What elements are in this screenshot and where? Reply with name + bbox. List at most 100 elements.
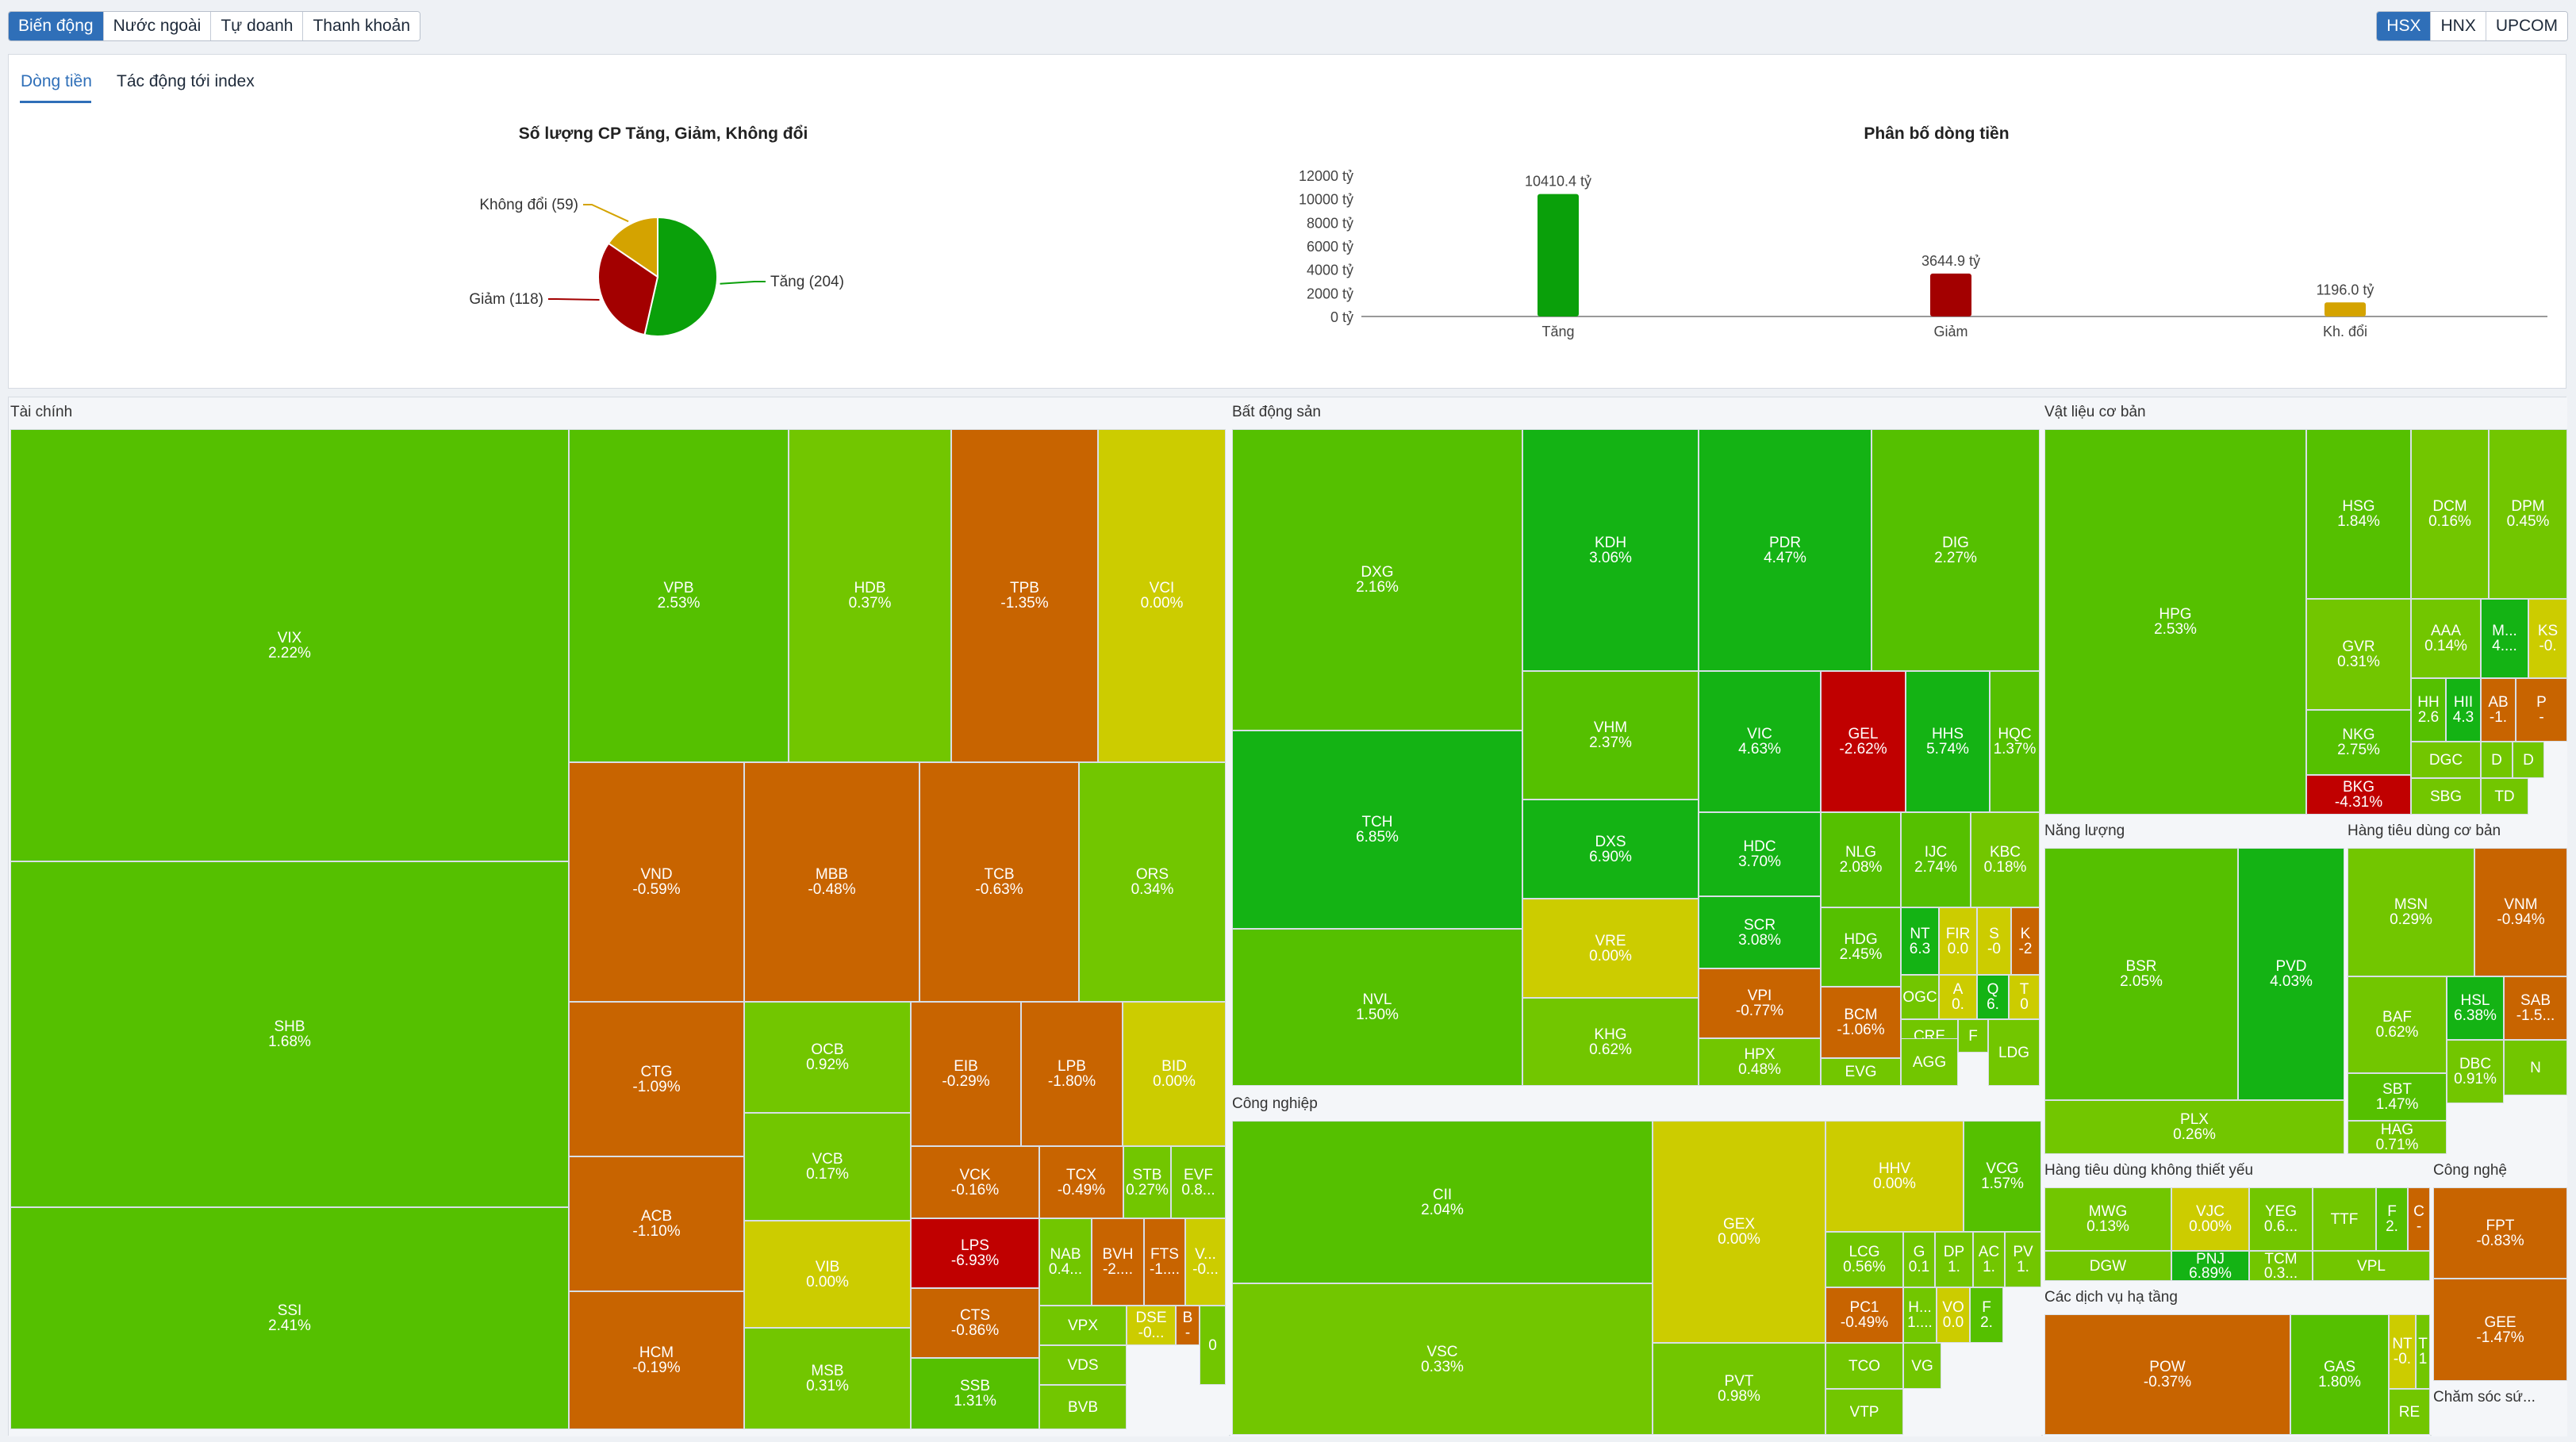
stock-tile[interactable]: VPX bbox=[1039, 1306, 1127, 1345]
stock-tile[interactable]: TCH 6.85% bbox=[1232, 731, 1522, 929]
stock-tile[interactable]: K -2 bbox=[2011, 907, 2040, 975]
stock-tile[interactable]: GEE -1.47% bbox=[2433, 1279, 2567, 1381]
stock-tile[interactable]: NT 6.3 bbox=[1901, 907, 1939, 975]
stock-tile[interactable]: HQC 1.37% bbox=[1990, 671, 2040, 812]
stock-tile[interactable]: HPG 2.53% bbox=[2044, 429, 2306, 815]
exchange-tab-upcom[interactable]: UPCOM bbox=[2486, 12, 2567, 40]
exchange-tab-hnx[interactable]: HNX bbox=[2431, 12, 2486, 40]
stock-tile[interactable]: GAS 1.80% bbox=[2290, 1314, 2389, 1435]
stock-tile[interactable]: MSN 0.29% bbox=[2348, 848, 2474, 976]
stock-tile[interactable]: VO 0.0 bbox=[1937, 1287, 1970, 1343]
stock-tile[interactable]: TCO bbox=[1825, 1343, 1903, 1389]
stock-tile[interactable]: BAF 0.62% bbox=[2348, 976, 2447, 1073]
stock-tile[interactable]: P- bbox=[2516, 678, 2567, 742]
stock-tile[interactable]: VSC 0.33% bbox=[1232, 1283, 1653, 1435]
stock-tile[interactable]: OCB 0.92% bbox=[744, 1002, 911, 1113]
stock-tile[interactable]: VCK -0.16% bbox=[911, 1146, 1039, 1218]
stock-tile[interactable]: 0 bbox=[1200, 1306, 1226, 1385]
tab-tac-dong-index[interactable]: Tác động tới index bbox=[117, 72, 255, 90]
stock-tile[interactable]: AB -1. bbox=[2481, 678, 2516, 742]
stock-tile[interactable]: CII 2.04% bbox=[1232, 1121, 1653, 1283]
stock-tile[interactable]: DGW bbox=[2044, 1251, 2171, 1281]
stock-tile[interactable]: HDC 3.70% bbox=[1699, 812, 1821, 896]
stock-tile[interactable]: BVB bbox=[1039, 1385, 1127, 1429]
stock-tile[interactable]: FTS -1.... bbox=[1144, 1218, 1185, 1306]
exchange-tab-hsx[interactable]: HSX bbox=[2377, 12, 2432, 40]
stock-tile[interactable]: HPX 0.48% bbox=[1699, 1038, 1821, 1086]
stock-tile[interactable]: HDG 2.45% bbox=[1821, 907, 1901, 987]
stock-tile[interactable]: TCB -0.63% bbox=[919, 762, 1079, 1002]
stock-tile[interactable]: BVH -2.... bbox=[1092, 1218, 1144, 1306]
stock-tile[interactable]: KS -0. bbox=[2528, 599, 2567, 678]
stock-tile[interactable]: BKG -4.31% bbox=[2306, 775, 2411, 815]
stock-tile[interactable]: FPT -0.83% bbox=[2433, 1187, 2567, 1279]
tab-bi-n-ng[interactable]: Biến động bbox=[9, 12, 104, 40]
stock-tile[interactable]: VPL bbox=[2313, 1251, 2430, 1281]
stock-tile[interactable]: ORS 0.34% bbox=[1079, 762, 1226, 1002]
stock-tile[interactable]: PDR 4.47% bbox=[1699, 429, 1872, 671]
stock-tile[interactable]: A 0. bbox=[1939, 975, 1977, 1019]
stock-tile[interactable]: Q 6. bbox=[1977, 975, 2009, 1019]
tab-thanh-kho-n[interactable]: Thanh khoản bbox=[303, 12, 420, 40]
stock-tile[interactable]: VCI 0.00% bbox=[1098, 429, 1226, 762]
stock-tile[interactable]: PV 1. bbox=[2005, 1232, 2041, 1287]
stock-tile[interactable]: OGC bbox=[1901, 975, 1939, 1019]
stock-tile[interactable]: STB 0.27% bbox=[1123, 1146, 1171, 1218]
stock-tile[interactable]: GEL -2.62% bbox=[1821, 671, 1906, 812]
stock-tile[interactable]: GEX 0.00% bbox=[1653, 1121, 1825, 1343]
stock-tile[interactable]: TCM 0.3... bbox=[2249, 1251, 2313, 1281]
stock-tile[interactable]: VRE 0.00% bbox=[1522, 899, 1699, 998]
stock-tile[interactable]: CTS -0.86% bbox=[911, 1288, 1039, 1358]
stock-tile[interactable]: S -0 bbox=[1977, 907, 2011, 975]
stock-tile[interactable]: BID 0.00% bbox=[1123, 1002, 1226, 1146]
stock-tile[interactable]: EVG bbox=[1821, 1058, 1901, 1086]
stock-tile[interactable]: HAG 0.71% bbox=[2348, 1121, 2447, 1154]
stock-tile[interactable]: DPM 0.45% bbox=[2489, 429, 2567, 599]
stock-tile[interactable]: CTG -1.09% bbox=[569, 1002, 744, 1156]
stock-tile[interactable]: SSI 2.41% bbox=[10, 1207, 569, 1429]
stock-tile[interactable]: AAA 0.14% bbox=[2411, 599, 2481, 678]
stock-tile[interactable]: F 2. bbox=[1970, 1287, 2003, 1343]
stock-tile[interactable]: PNJ 6.89% bbox=[2171, 1251, 2249, 1281]
stock-tile[interactable]: HSL 6.38% bbox=[2447, 976, 2504, 1040]
stock-tile[interactable]: VTP bbox=[1825, 1389, 1903, 1435]
stock-tile[interactable]: NVL 1.50% bbox=[1232, 929, 1522, 1086]
stock-tile[interactable]: NLG 2.08% bbox=[1821, 812, 1901, 907]
stock-tile[interactable]: DSE -0... bbox=[1127, 1306, 1176, 1345]
stock-tile[interactable]: PVD 4.03% bbox=[2238, 848, 2344, 1100]
stock-tile[interactable]: SBG bbox=[2411, 778, 2481, 815]
stock-tile[interactable]: M... 4.... bbox=[2481, 599, 2528, 678]
stock-tile[interactable]: POW -0.37% bbox=[2044, 1314, 2290, 1435]
tab-dong-tien[interactable]: Dòng tiền bbox=[21, 72, 92, 90]
stock-tile[interactable]: VG bbox=[1903, 1343, 1941, 1389]
stock-tile[interactable]: NAB 0.4... bbox=[1039, 1218, 1092, 1306]
stock-tile[interactable]: VCG 1.57% bbox=[1964, 1121, 2041, 1232]
stock-tile[interactable]: VIX 2.22% bbox=[10, 429, 569, 861]
stock-tile[interactable]: KDH 3.06% bbox=[1522, 429, 1699, 671]
stock-tile[interactable]: DGC bbox=[2411, 742, 2481, 778]
tab-t-doanh[interactable]: Tự doanh bbox=[211, 12, 304, 40]
stock-tile[interactable]: ACB -1.10% bbox=[569, 1156, 744, 1291]
stock-tile[interactable]: AC 1. bbox=[1973, 1232, 2005, 1287]
stock-tile[interactable]: TD bbox=[2481, 778, 2528, 815]
stock-tile[interactable]: LPS -6.93% bbox=[911, 1218, 1039, 1288]
stock-tile[interactable]: SHB 1.68% bbox=[10, 861, 569, 1207]
stock-tile[interactable]: VND -0.59% bbox=[569, 762, 744, 1002]
stock-tile[interactable]: DXS 6.90% bbox=[1522, 800, 1699, 899]
stock-tile[interactable]: FIR 0.0 bbox=[1939, 907, 1977, 975]
stock-tile[interactable]: RE bbox=[2389, 1389, 2430, 1435]
stock-tile[interactable]: F bbox=[1958, 1019, 1988, 1053]
stock-tile[interactable]: BCM -1.06% bbox=[1821, 987, 1901, 1058]
stock-tile[interactable]: TCX -0.49% bbox=[1039, 1146, 1123, 1218]
stock-tile[interactable]: VJC 0.00% bbox=[2171, 1187, 2249, 1251]
stock-tile[interactable]: VDS bbox=[1039, 1345, 1127, 1385]
stock-tile[interactable]: LDG bbox=[1988, 1019, 2040, 1086]
stock-tile[interactable]: HCM -0.19% bbox=[569, 1291, 744, 1429]
stock-tile[interactable]: DCM 0.16% bbox=[2411, 429, 2489, 599]
stock-tile[interactable]: N bbox=[2504, 1040, 2567, 1095]
stock-tile[interactable]: DP 1. bbox=[1935, 1232, 1973, 1287]
stock-tile[interactable]: HHV 0.00% bbox=[1825, 1121, 1964, 1232]
stock-tile[interactable]: MBB -0.48% bbox=[744, 762, 919, 1002]
